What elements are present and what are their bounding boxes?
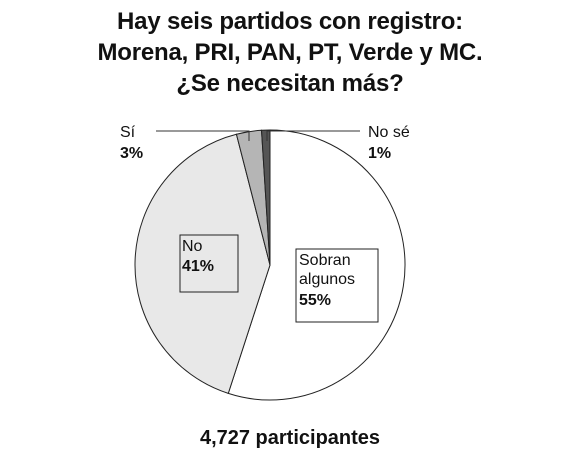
participants-count: 4,727 participantes [199,427,381,449]
title-line-2: Morena, PRI, PAN, PT, Verde y MC. [97,39,483,66]
pie-slice-no-s [260,129,271,266]
slice-label-sobran-line1: Sobran [299,252,351,269]
slice-value-sobran: 55% [299,292,331,309]
leader-line-si [156,130,250,141]
slice-label-nose: No sé [368,124,410,141]
title-line-3: ¿Se necesitan más? [176,70,404,97]
chart-title: Hay seis partidos con registro: Morena, … [0,6,580,99]
label-box-sobran [295,248,379,323]
label-box-no [179,234,239,293]
leader-line-nose [266,130,360,141]
title-line-1: Hay seis partidos con registro: [117,8,463,35]
slice-value-nose: 1% [368,145,391,162]
slice-label-si: Sí [120,124,136,141]
slice-value-si: 3% [120,145,143,162]
pie-slice-sobran-algunos [227,129,406,401]
slice-label-sobran-line2: algunos [299,271,355,288]
slice-value-no: 41% [182,258,214,275]
slice-label-no: No [182,238,203,255]
pie-slice-no [134,133,271,395]
